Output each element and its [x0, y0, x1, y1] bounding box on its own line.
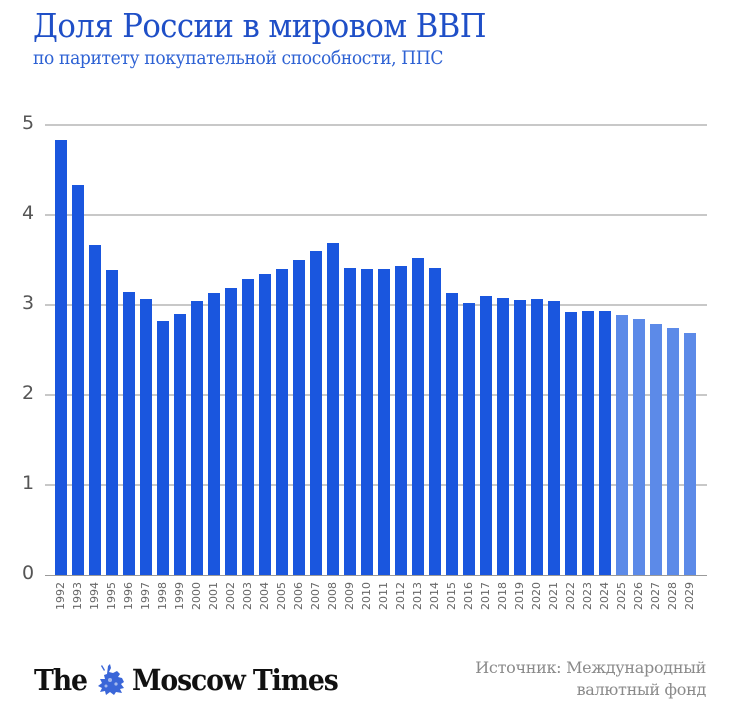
y-tick-label: 3: [22, 292, 35, 314]
y-tick-label: 0: [22, 562, 35, 584]
bar-1999: [174, 314, 186, 575]
bar-2003: [242, 278, 254, 575]
x-tick-label: 2011: [377, 582, 390, 610]
bar-2001: [208, 293, 220, 575]
x-tick-label: 2009: [343, 582, 356, 610]
x-tick-label: 2000: [190, 582, 203, 610]
bar-2007: [310, 251, 322, 575]
chart-subtitle: по паритету покупательной способности, П…: [33, 47, 444, 69]
bar-2027: [650, 323, 662, 575]
bar-2000: [191, 300, 203, 575]
logo-word-the: The: [34, 663, 88, 697]
bar-2005: [276, 269, 288, 575]
gridline: [45, 484, 707, 486]
bar-1996: [123, 291, 135, 575]
x-tick-label: 2006: [292, 582, 305, 610]
x-tick-label: 2027: [649, 582, 662, 610]
bar-2008: [327, 242, 339, 575]
x-tick-label: 2019: [513, 582, 526, 610]
x-tick-label: 2014: [428, 582, 441, 610]
x-tick-label: 1997: [139, 582, 152, 610]
bar-2025: [616, 314, 628, 575]
x-tick-label: 2015: [445, 582, 458, 610]
bar-2011: [378, 269, 390, 575]
x-tick-label: 2022: [564, 582, 577, 610]
bar-1998: [157, 321, 169, 575]
bar-2015: [446, 293, 458, 575]
x-tick-label: 2008: [326, 582, 339, 610]
bar-2004: [259, 273, 271, 575]
bar-2010: [361, 269, 373, 575]
bar-1992: [55, 140, 67, 575]
bar-2020: [531, 298, 543, 575]
x-tick-label: 2028: [666, 582, 679, 610]
bar-2009: [344, 268, 356, 575]
x-tick-label: 1996: [122, 582, 135, 610]
chart-title: Доля России в мировом ВВП: [33, 6, 487, 45]
x-tick-label: 2029: [683, 582, 696, 610]
bar-2026: [633, 319, 645, 575]
gridline: [45, 124, 707, 126]
bar-2028: [667, 328, 679, 575]
y-tick-label: 2: [22, 382, 35, 404]
x-tick-label: 1993: [71, 582, 84, 610]
x-tick-label: 2017: [479, 582, 492, 610]
bar-2012: [395, 266, 407, 575]
bar-2019: [514, 299, 526, 575]
bar-2029: [684, 332, 696, 575]
x-tick-label: 2026: [632, 582, 645, 610]
x-axis-line: [45, 575, 707, 576]
x-tick-label: 1999: [173, 582, 186, 610]
source-line-1: Источник: Международный: [475, 658, 706, 677]
x-tick-label: 2007: [309, 582, 322, 610]
x-tick-label: 2021: [547, 582, 560, 610]
x-tick-label: 2020: [530, 582, 543, 610]
x-tick-label: 2013: [411, 582, 424, 610]
x-tick-label: 2024: [598, 582, 611, 610]
x-tick-label: 1994: [88, 582, 101, 610]
y-tick-label: 4: [22, 202, 35, 224]
bar-1995: [106, 269, 118, 575]
y-tick-label: 5: [22, 112, 35, 134]
x-tick-label: 2010: [360, 582, 373, 610]
x-tick-label: 1998: [156, 582, 169, 610]
source-line-2: валютный фонд: [576, 680, 707, 699]
bar-2006: [293, 260, 305, 575]
bar-2023: [582, 311, 594, 575]
bar-2002: [225, 287, 237, 575]
source-note: Источник: Международный валютный фонд: [475, 657, 706, 701]
x-tick-label: 2012: [394, 582, 407, 610]
x-tick-label: 2018: [496, 582, 509, 610]
x-tick-label: 2025: [615, 582, 628, 610]
bar-2016: [463, 303, 475, 575]
bar-1993: [72, 185, 84, 575]
bar-2018: [497, 297, 509, 575]
x-tick-label: 2001: [207, 582, 220, 610]
bar-2017: [480, 296, 492, 575]
bar-2021: [548, 300, 560, 575]
bar-2024: [599, 311, 611, 575]
gridline: [45, 214, 707, 216]
st-george-icon: [97, 664, 124, 695]
gridline: [45, 304, 707, 306]
gridline: [45, 394, 707, 396]
bar-1994: [89, 244, 101, 575]
bar-1997: [140, 298, 152, 575]
x-tick-label: 2003: [241, 582, 254, 610]
logo-word-moscow-times: Moscow Times: [131, 663, 339, 697]
moscow-times-logo: The Moscow Times: [34, 660, 355, 700]
x-tick-label: 1995: [105, 582, 118, 610]
x-tick-label: 2023: [581, 582, 594, 610]
x-tick-label: 1992: [54, 582, 67, 610]
y-tick-label: 1: [22, 472, 35, 494]
x-tick-label: 2016: [462, 582, 475, 610]
bar-2022: [565, 312, 577, 575]
x-tick-label: 2005: [275, 582, 288, 610]
x-tick-label: 2002: [224, 582, 237, 610]
bar-2014: [429, 268, 441, 575]
bar-2013: [412, 258, 424, 575]
x-tick-label: 2004: [258, 582, 271, 610]
